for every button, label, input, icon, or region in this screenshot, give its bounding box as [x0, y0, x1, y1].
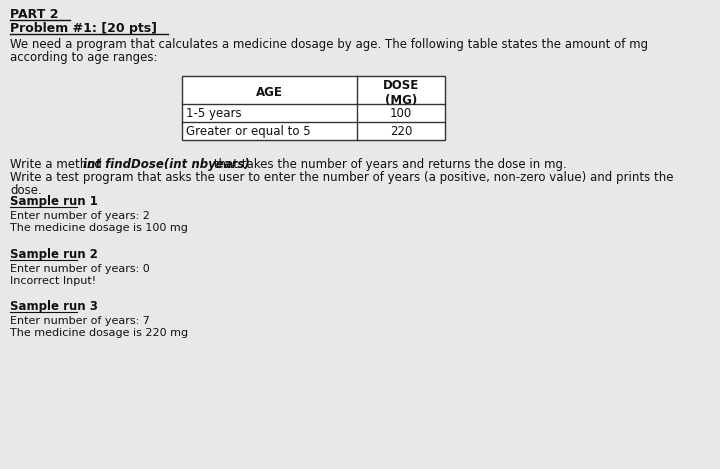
Text: Enter number of years: 2: Enter number of years: 2 — [10, 211, 150, 221]
Bar — [182, 76, 445, 140]
Text: Write a test program that asks the user to enter the number of years (a positive: Write a test program that asks the user … — [10, 171, 673, 184]
Text: Enter number of years: 7: Enter number of years: 7 — [10, 316, 150, 326]
Text: The medicine dosage is 220 mg: The medicine dosage is 220 mg — [10, 328, 188, 338]
Text: Sample run 3: Sample run 3 — [10, 300, 98, 313]
Text: DOSE
(MG): DOSE (MG) — [383, 79, 419, 107]
Text: Problem #1: [20 pts]: Problem #1: [20 pts] — [10, 22, 157, 35]
Text: We need a program that calculates a medicine dosage by age. The following table : We need a program that calculates a medi… — [10, 38, 648, 51]
Text: 100: 100 — [390, 107, 412, 120]
Text: 220: 220 — [390, 125, 412, 138]
Text: that takes the number of years and returns the dose in mg.: that takes the number of years and retur… — [210, 158, 567, 171]
Text: int findDose(int nbyears): int findDose(int nbyears) — [83, 158, 250, 171]
Text: according to age ranges:: according to age ranges: — [10, 51, 158, 64]
Text: Incorrect Input!: Incorrect Input! — [10, 276, 96, 286]
Text: The medicine dosage is 100 mg: The medicine dosage is 100 mg — [10, 223, 188, 233]
Text: Sample run 1: Sample run 1 — [10, 195, 98, 208]
Text: 1-5 years: 1-5 years — [186, 107, 242, 120]
Text: dose.: dose. — [10, 184, 42, 197]
Text: Sample run 2: Sample run 2 — [10, 248, 98, 261]
Text: Write a method: Write a method — [10, 158, 106, 171]
Text: PART 2: PART 2 — [10, 8, 58, 21]
Text: AGE: AGE — [256, 86, 283, 99]
Text: Enter number of years: 0: Enter number of years: 0 — [10, 264, 150, 274]
Text: Greater or equal to 5: Greater or equal to 5 — [186, 125, 310, 138]
